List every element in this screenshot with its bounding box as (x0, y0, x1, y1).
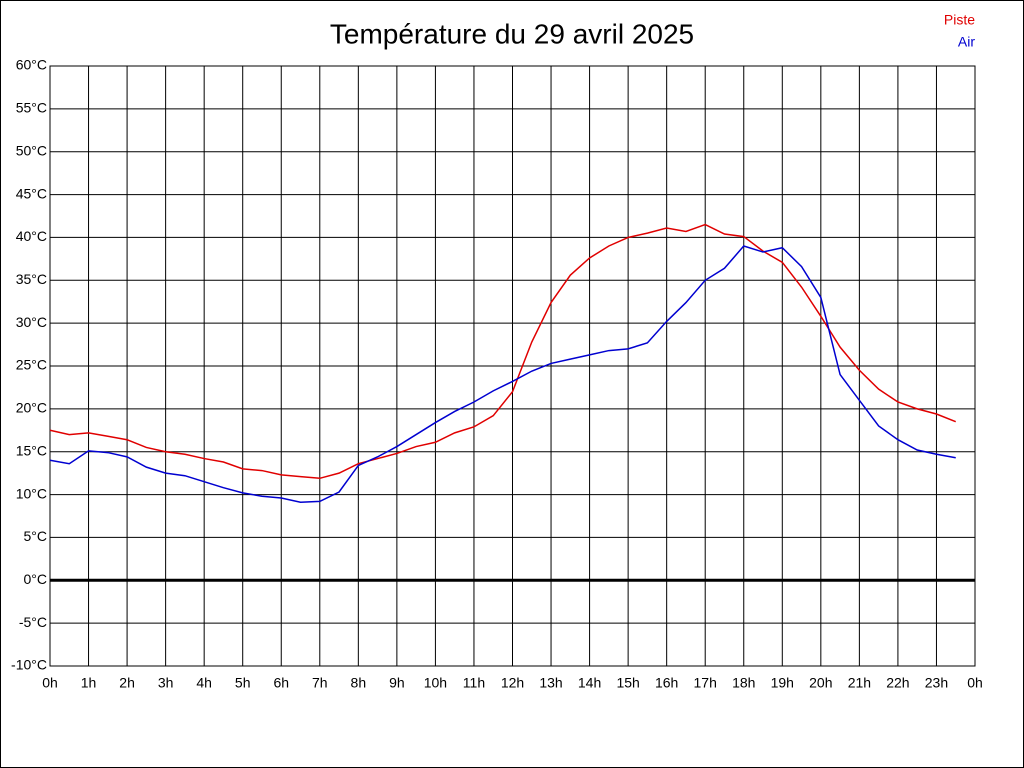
x-tick-label: 2h (119, 675, 135, 691)
y-tick-label: 45°C (16, 185, 47, 201)
y-tick-label: 35°C (16, 271, 47, 287)
y-tick-label: 10°C (16, 485, 47, 501)
x-tick-label: 22h (886, 675, 909, 691)
x-tick-label: 1h (81, 675, 97, 691)
x-tick-label: 13h (539, 675, 562, 691)
y-tick-label: 30°C (16, 314, 47, 330)
x-tick-label: 17h (694, 675, 717, 691)
x-tick-label: 0h (42, 675, 58, 691)
y-tick-label: 60°C (16, 57, 47, 73)
y-tick-label: -10°C (11, 657, 47, 673)
x-tick-label: 0h (967, 675, 983, 691)
x-tick-label: 9h (389, 675, 405, 691)
x-tick-label: 21h (848, 675, 871, 691)
x-tick-label: 18h (732, 675, 755, 691)
y-tick-label: 5°C (24, 528, 48, 544)
x-tick-label: 12h (501, 675, 524, 691)
y-tick-label: -5°C (19, 614, 47, 630)
chart-title: Température du 29 avril 2025 (330, 18, 694, 49)
x-tick-label: 7h (312, 675, 328, 691)
x-tick-label: 20h (809, 675, 832, 691)
x-tick-label: 23h (925, 675, 948, 691)
y-tick-label: 55°C (16, 100, 47, 116)
x-tick-label: 6h (273, 675, 289, 691)
y-tick-label: 20°C (16, 400, 47, 416)
y-tick-label: 40°C (16, 228, 47, 244)
data-line (49, 245, 956, 504)
x-tick-label: 15h (616, 675, 639, 691)
x-tick-label: 11h (463, 675, 485, 691)
x-tick-label: 19h (771, 675, 794, 691)
x-tick-label: 4h (196, 675, 212, 691)
legend-label: Piste (944, 12, 975, 28)
y-tick-label: 15°C (16, 442, 47, 458)
x-tick-label: 8h (351, 675, 367, 691)
x-tick-label: 14h (578, 675, 601, 691)
x-tick-label: 10h (424, 675, 447, 691)
y-tick-label: 25°C (16, 357, 47, 373)
y-tick-label: 50°C (16, 142, 47, 158)
data-line (49, 223, 957, 480)
x-tick-label: 16h (655, 675, 678, 691)
y-tick-label: 0°C (24, 571, 48, 587)
x-tick-label: 3h (158, 675, 174, 691)
legend-label: Air (958, 34, 975, 50)
x-tick-label: 5h (235, 675, 251, 691)
